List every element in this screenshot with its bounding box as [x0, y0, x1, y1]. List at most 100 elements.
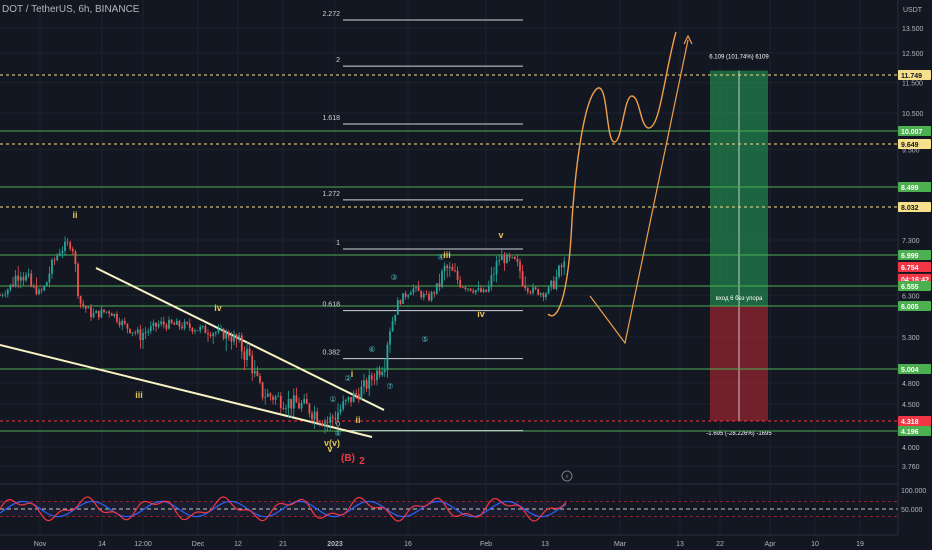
price-axis[interactable]: USDT13.50012.50011.50010.5009.5008.5007.… [897, 0, 932, 550]
candle-body [178, 320, 181, 327]
candle-body [521, 271, 524, 286]
candle-body [110, 313, 113, 316]
candle-body [311, 413, 313, 420]
price-tick: 5.300 [902, 335, 920, 342]
projection-curve [547, 31, 677, 317]
candle-body [368, 375, 371, 389]
candle-body [74, 251, 77, 265]
candle-body [389, 331, 391, 345]
candle-body [331, 416, 334, 419]
candle-body [230, 336, 233, 342]
candle-body [256, 370, 259, 376]
candle-body [248, 348, 251, 356]
candle-body [113, 313, 116, 316]
price-tag-text: 11.749 [901, 73, 922, 80]
wave-label: i [351, 369, 354, 379]
candle-body [461, 287, 464, 289]
candle-body [334, 418, 337, 420]
candle-body [253, 370, 256, 374]
candle-body [550, 280, 553, 288]
symbol-title: DOT / TetherUS, 6h, BINANCE [2, 4, 140, 15]
candle-body [498, 260, 501, 262]
price-tick: 7.300 [902, 238, 920, 245]
projected-path [547, 31, 693, 345]
time-tick: 12:00 [134, 541, 152, 548]
price-tag [898, 416, 931, 426]
price-tick: 4.000 [902, 445, 920, 452]
candle-body [477, 288, 480, 291]
candle-body [142, 333, 144, 341]
candle-body [90, 307, 92, 318]
projection-zigzag [589, 39, 689, 345]
candle-body [422, 293, 425, 298]
candle-body [272, 396, 274, 400]
candle-body [344, 399, 347, 402]
candle-body [108, 311, 111, 314]
candle-body [43, 286, 46, 291]
candle-body [347, 397, 350, 400]
candle-body [204, 326, 207, 334]
candle-body [71, 248, 74, 252]
rsi-tick: 50.000 [901, 507, 923, 514]
flash-icon: ⚡ [565, 473, 570, 481]
candle-body [446, 265, 449, 269]
candle-body [547, 287, 550, 294]
candle-body [259, 375, 261, 383]
time-tick: Apr [765, 541, 777, 548]
candle-body [238, 335, 241, 339]
candle-body [459, 280, 462, 288]
time-tick: Nov [34, 541, 47, 548]
fib-label: 1.618 [322, 115, 340, 122]
time-tick: 19 [856, 541, 864, 548]
candle-body [313, 411, 316, 420]
candle-body [53, 259, 56, 261]
candle-body [196, 330, 199, 332]
candle-body [121, 320, 124, 326]
candle-body [100, 309, 103, 318]
wave-label: 2 [359, 456, 365, 467]
price-tag-text: 5.004 [901, 367, 919, 374]
time-tick: Feb [480, 541, 492, 548]
candle-body [129, 328, 131, 333]
candle-body [464, 287, 467, 289]
candle-body [51, 259, 53, 274]
candle-body [563, 261, 566, 268]
candle-body [19, 276, 22, 281]
candle-body [539, 293, 542, 295]
candle-body [118, 321, 121, 326]
price-tag-text: 8.499 [901, 185, 919, 192]
candle-body [139, 329, 142, 341]
circled-wave-label: ⑦ [386, 382, 393, 391]
candle-body [0, 295, 1, 297]
candle-body [456, 270, 459, 281]
price-tag-text: 4.318 [901, 419, 919, 426]
candle-body [103, 309, 105, 313]
candle-body [493, 274, 495, 276]
candle-body [448, 266, 451, 269]
candle-body [404, 293, 407, 297]
price-tag-text: 6.555 [901, 284, 919, 291]
candle-body [287, 398, 290, 409]
candle-body [251, 355, 254, 374]
candle-body [225, 331, 228, 339]
candle-body [173, 323, 176, 325]
candle-body [542, 293, 545, 298]
candle-body [363, 380, 365, 387]
candle-body [534, 287, 537, 290]
candle-body [92, 313, 95, 318]
time-axis[interactable]: Nov 14 12:00 Dec 12 21 2023 16 Feb 13 Mar 13 22 Apr 10… [0, 534, 898, 548]
wave-label: ii [72, 210, 77, 220]
price-tag-text: 6.754 [901, 265, 919, 272]
candle-body [134, 332, 137, 334]
price-tick: 3.760 [902, 464, 920, 471]
candle-body [220, 328, 222, 330]
candle-body [84, 305, 87, 309]
time-tick: Mar [614, 541, 627, 548]
candle-body [188, 323, 191, 328]
candle-body [365, 380, 368, 389]
candle-body [430, 292, 433, 301]
candle-body [352, 393, 355, 403]
candle-body [45, 282, 48, 287]
candle-body [261, 382, 264, 398]
